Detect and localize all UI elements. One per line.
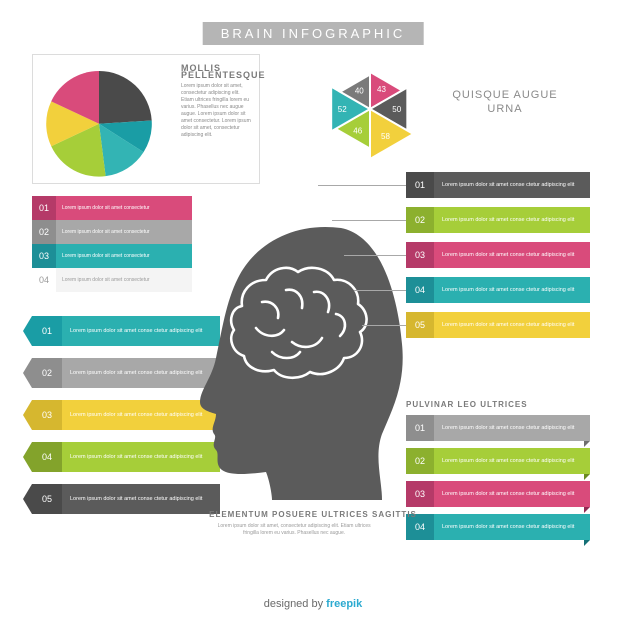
list-number: 04 xyxy=(32,268,56,292)
callout-line xyxy=(354,290,406,291)
credit-brand: freepik xyxy=(326,598,362,610)
list-label: Lorem ipsum dolor sit amet consectetur xyxy=(56,268,192,292)
list-label: Lorem ipsum dolor sit amet conse ctetur … xyxy=(434,481,590,507)
list-number: 03 xyxy=(32,400,62,430)
list-c: 01Lorem ipsum dolor sit amet conse ctetu… xyxy=(406,172,590,347)
list-number: 03 xyxy=(406,481,434,507)
list-item: 05Lorem ipsum dolor sit amet conse ctetu… xyxy=(406,312,590,338)
hexagon-chart: 43 50 58 46 52 40 xyxy=(310,54,430,164)
list-number: 02 xyxy=(406,448,434,474)
pie-body: Lorem ipsum dolor sit amet, consectetur … xyxy=(181,83,251,139)
list-number: 03 xyxy=(32,244,56,268)
list-number: 04 xyxy=(406,277,434,303)
hex-value: 40 xyxy=(355,86,364,95)
hex-title: QUISQUE AUGUE URNA xyxy=(445,88,565,116)
caption-body: Lorem ipsum dolor sit amet, consectetur … xyxy=(209,523,379,537)
pie-chart xyxy=(39,59,159,179)
list-label: Lorem ipsum dolor sit amet conse ctetur … xyxy=(434,172,590,198)
list-item: 02Lorem ipsum dolor sit amet conse ctetu… xyxy=(406,448,590,474)
hex-value: 46 xyxy=(353,126,362,135)
credit-prefix: designed by xyxy=(264,598,326,610)
ribbon-fold xyxy=(584,441,590,447)
callout-line xyxy=(318,185,406,186)
list-item: 01Lorem ipsum dolor sit amet conse ctetu… xyxy=(406,415,590,441)
list-number: 02 xyxy=(32,358,62,388)
callout-line xyxy=(362,325,406,326)
list-label: Lorem ipsum dolor sit amet conse ctetur … xyxy=(434,242,590,268)
list-number: 01 xyxy=(406,415,434,441)
ribbon-fold xyxy=(584,474,590,480)
list-label: Lorem ipsum dolor sit amet consectetur xyxy=(56,220,192,244)
hex-value: 43 xyxy=(377,85,386,94)
list-item: 03Lorem ipsum dolor sit amet conse ctetu… xyxy=(406,481,590,507)
list-d: PULVINAR LEO ULTRICES 01Lorem ipsum dolo… xyxy=(406,400,590,547)
head-silhouette xyxy=(186,220,416,500)
credit: designed by freepik xyxy=(0,598,626,610)
list-item: 04Lorem ipsum dolor sit amet consectetur xyxy=(32,268,192,292)
list-item: 04Lorem ipsum dolor sit amet conse ctetu… xyxy=(406,277,590,303)
hex-value: 58 xyxy=(381,132,390,141)
ribbon-fold xyxy=(584,507,590,513)
callout-line xyxy=(332,220,406,221)
caption: ELEMENTUM POSUERE ULTRICES SAGITTIS Lore… xyxy=(209,510,417,537)
list-item: 03Lorem ipsum dolor sit amet conse ctetu… xyxy=(406,242,590,268)
head-shape xyxy=(200,227,403,500)
pie-title: MOLLIS PELLENTESQUE xyxy=(181,65,251,79)
hex-value: 52 xyxy=(338,105,347,114)
list-item: 01Lorem ipsum dolor sit amet conse ctetu… xyxy=(406,172,590,198)
list-number: 01 xyxy=(406,172,434,198)
page: BRAIN INFOGRAPHIC MOLLIS PELLENTESQUE Lo… xyxy=(0,0,626,626)
pie-slice xyxy=(99,71,152,124)
list-item: 04Lorem ipsum dolor sit amet conse ctetu… xyxy=(406,514,590,540)
list-number: 01 xyxy=(32,316,62,346)
list-label: Lorem ipsum dolor sit amet consectetur xyxy=(56,244,192,268)
hex-value: 50 xyxy=(392,105,401,114)
list-item: 03Lorem ipsum dolor sit amet consectetur xyxy=(32,244,192,268)
callout-line xyxy=(344,255,406,256)
list-label: Lorem ipsum dolor sit amet conse ctetur … xyxy=(434,415,590,441)
page-title: BRAIN INFOGRAPHIC xyxy=(203,22,424,45)
list-label: Lorem ipsum dolor sit amet conse ctetur … xyxy=(434,207,590,233)
list-label: Lorem ipsum dolor sit amet conse ctetur … xyxy=(434,277,590,303)
list-number: 04 xyxy=(32,442,62,472)
list-d-title: PULVINAR LEO ULTRICES xyxy=(406,400,590,409)
list-number: 03 xyxy=(406,242,434,268)
list-item: 01Lorem ipsum dolor sit amet consectetur xyxy=(32,196,192,220)
hexagon-chart-box: 43 50 58 46 52 40 QUISQUE AUGUE URNA xyxy=(310,54,600,164)
pie-text: MOLLIS PELLENTESQUE Lorem ipsum dolor si… xyxy=(181,65,251,139)
ribbon-fold xyxy=(584,540,590,546)
list-item: 02Lorem ipsum dolor sit amet consectetur xyxy=(32,220,192,244)
list-a: 01Lorem ipsum dolor sit amet consectetur… xyxy=(32,196,192,292)
pie-chart-box: MOLLIS PELLENTESQUE Lorem ipsum dolor si… xyxy=(32,54,260,184)
list-number: 02 xyxy=(406,207,434,233)
list-label: Lorem ipsum dolor sit amet conse ctetur … xyxy=(434,312,590,338)
list-number: 02 xyxy=(32,220,56,244)
list-item: 02Lorem ipsum dolor sit amet conse ctetu… xyxy=(406,207,590,233)
list-number: 05 xyxy=(32,484,62,514)
caption-title: ELEMENTUM POSUERE ULTRICES SAGITTIS xyxy=(209,510,417,519)
list-label: Lorem ipsum dolor sit amet conse ctetur … xyxy=(434,514,590,540)
list-label: Lorem ipsum dolor sit amet consectetur xyxy=(56,196,192,220)
list-number: 01 xyxy=(32,196,56,220)
list-label: Lorem ipsum dolor sit amet conse ctetur … xyxy=(434,448,590,474)
list-number: 05 xyxy=(406,312,434,338)
